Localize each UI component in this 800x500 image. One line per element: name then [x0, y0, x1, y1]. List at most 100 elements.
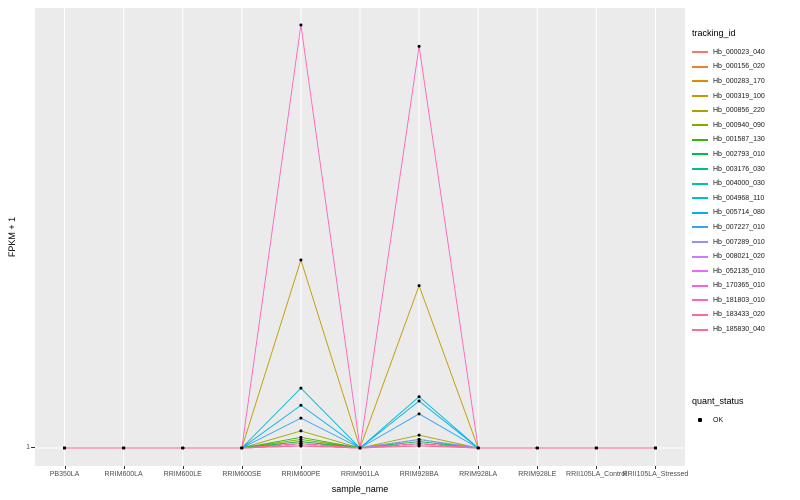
- legend-key-line: [692, 299, 708, 302]
- x-tick-label: RRIM600PE: [281, 471, 321, 478]
- data-point: [417, 284, 421, 288]
- tracking-legend-items: Hb_000023_040 Hb_000156_020 Hb_000283_170 H…: [692, 45, 798, 337]
- legend-item-label: Hb_005714_080: [713, 209, 765, 217]
- data-point: [299, 258, 303, 262]
- y-tick-mark: [31, 447, 35, 448]
- x-tick-label: RRIM600LE: [163, 471, 202, 478]
- legend-item-label: Hb_052135_010: [713, 267, 765, 275]
- legend-item-label: Hb_000283_170: [713, 77, 765, 85]
- legend-item-label: Hb_000856_220: [713, 107, 765, 115]
- data-point: [299, 437, 303, 441]
- legend-item-label: Hb_007227_010: [713, 223, 765, 231]
- quant-legend-items: OK: [692, 413, 798, 428]
- legend-item: Hb_000856_220: [692, 103, 798, 118]
- data-point: [299, 429, 303, 433]
- legend-key-line: [692, 124, 708, 127]
- legend-item-label: Hb_008021_020: [713, 253, 765, 261]
- data-point: [299, 23, 303, 27]
- legend-item: Hb_000940_090: [692, 118, 798, 133]
- legend-item: Hb_000283_170: [692, 74, 798, 89]
- x-tick-mark: [655, 466, 657, 469]
- legend-key-line: [692, 226, 708, 229]
- quant-key: [692, 418, 708, 423]
- legend-key-line: [692, 328, 708, 331]
- data-point: [299, 416, 303, 420]
- legend-key-line: [692, 284, 708, 287]
- x-tick-mark: [478, 466, 480, 469]
- data-point: [122, 446, 126, 450]
- x-tick-mark: [360, 466, 361, 469]
- data-point: [417, 442, 421, 446]
- legend-item: Hb_000319_100: [692, 89, 798, 104]
- legend-key-line: [692, 255, 708, 258]
- y-axis-title: FPKM + 1: [7, 216, 17, 258]
- legend-key-line: [692, 65, 708, 68]
- legend-item: Hb_002793_010: [692, 147, 798, 162]
- x-tick-label: RRIM928LA: [459, 471, 498, 478]
- data-point: [63, 446, 67, 450]
- quant-status-legend: quant_status OK: [692, 396, 798, 428]
- data-point: [299, 435, 303, 439]
- x-tick-label: RRII105LA_Stressed: [622, 471, 689, 478]
- quant-point-icon: [698, 418, 702, 423]
- data-point: [417, 412, 421, 416]
- legend-item: Hb_003176_030: [692, 162, 798, 177]
- data-point: [299, 386, 303, 390]
- legend-key-line: [692, 109, 708, 112]
- legend-item-label: Hb_170365_010: [713, 282, 765, 290]
- x-tick-label: RRIM928BA: [399, 471, 439, 478]
- quant-legend-item: OK: [692, 413, 798, 428]
- plot-svg: [35, 8, 685, 466]
- x-tick-mark: [64, 466, 66, 469]
- data-point: [299, 444, 303, 448]
- x-axis-title: sample_name: [331, 484, 389, 494]
- legend-key-line: [692, 138, 708, 141]
- x-tick-label: PB350LA: [49, 471, 80, 478]
- x-tick-mark: [241, 466, 243, 469]
- x-tick-label: RRIM901LA: [340, 471, 380, 478]
- legend-item-label: Hb_183433_020: [713, 311, 765, 319]
- legend-item: Hb_185830_040: [692, 322, 798, 337]
- quant-item-label: OK: [713, 416, 724, 424]
- legend-key-line: [692, 313, 708, 316]
- legend-key-line: [692, 182, 708, 185]
- legend-key-line: [692, 211, 708, 214]
- legend-item-label: Hb_000023_040: [713, 48, 765, 56]
- data-point: [476, 446, 480, 450]
- x-tick-mark: [596, 466, 598, 469]
- legend-item: Hb_170365_010: [692, 279, 798, 294]
- legend-item-label: Hb_000319_100: [713, 92, 765, 100]
- data-point: [358, 446, 362, 450]
- data-point: [299, 403, 303, 407]
- data-point: [653, 446, 657, 450]
- plot-panel: [35, 8, 685, 466]
- data-point: [181, 446, 185, 450]
- x-tick-label: RRIM600LA: [104, 471, 143, 478]
- data-point: [299, 440, 303, 444]
- legend-item: Hb_000156_020: [692, 60, 798, 75]
- x-tick-label: RRII105LA_Control: [566, 471, 627, 478]
- legend-key-line: [692, 51, 708, 54]
- legend-key-line: [692, 95, 708, 98]
- legend-key-line: [692, 270, 708, 273]
- legend-item: Hb_007227_010: [692, 220, 798, 235]
- legend-title-tracking-id: tracking_id: [692, 28, 736, 38]
- legend-item: Hb_181803_010: [692, 293, 798, 308]
- legend-item-label: Hb_000156_020: [713, 63, 765, 71]
- tracking-id-legend: tracking_id Hb_000023_040 Hb_000156_020 Hb…: [692, 28, 798, 337]
- legend-item-label: Hb_002793_010: [713, 150, 765, 158]
- legend-item-label: Hb_185830_040: [713, 326, 765, 334]
- x-tick-mark: [419, 466, 421, 469]
- data-point: [417, 44, 421, 48]
- legend-item-label: Hb_000940_090: [713, 121, 765, 129]
- data-point: [417, 437, 421, 441]
- legend-item-label: Hb_181803_010: [713, 296, 765, 304]
- x-tick-mark: [123, 466, 125, 469]
- data-point: [535, 446, 539, 450]
- legend-key-line: [692, 197, 708, 200]
- x-tick-label: RRIM928LE: [518, 471, 557, 478]
- data-point: [417, 399, 421, 403]
- data-point: [417, 433, 421, 437]
- data-point: [299, 442, 303, 446]
